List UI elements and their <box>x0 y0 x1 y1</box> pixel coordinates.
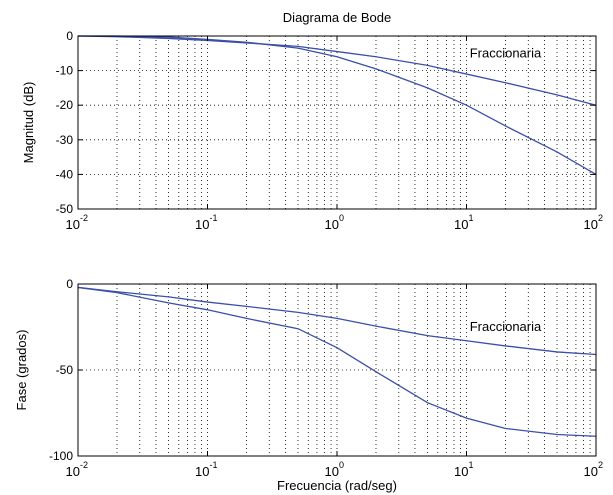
phase-annotation-fraccionaria: Fraccionaria <box>470 319 542 334</box>
phase-x-tick-label: 10 0 <box>325 460 344 479</box>
magnitude-x-tick-label: 10 2 <box>584 213 603 232</box>
magnitude-plot-area <box>78 36 596 209</box>
magnitude-annotation-fraccionaria: Fraccionaria <box>470 45 542 60</box>
phase-series-1-line <box>77 286 597 356</box>
phase-x-tick-base: 10 <box>584 464 598 479</box>
phase-x-tick-base: 10 <box>454 464 468 479</box>
magnitude-y-tick-label: -10 <box>56 64 74 78</box>
phase-y-tick-label: 0 <box>66 277 73 291</box>
magnitude-chart: 10 -2 10 -1 10 0 10 1 10 20-10-20-30-40-50Diagram… <box>21 10 603 232</box>
magnitude-x-tick-label: 10 1 <box>454 213 473 232</box>
magnitude-x-tick-exp: 0 <box>339 213 344 223</box>
phase-x-axis-label: Frecuencia (rad/seg) <box>277 478 397 493</box>
phase-x-tick-exp: 2 <box>598 460 603 470</box>
phase-x-tick-label: 10 -1 <box>195 460 217 479</box>
phase-x-tick-exp: -1 <box>210 460 218 470</box>
magnitude-x-tick-label: 10 -2 <box>66 213 88 232</box>
magnitude-x-tick-base: 10 <box>195 217 209 232</box>
magnitude-y-tick-label: 0 <box>66 29 73 43</box>
phase-x-tick-base: 10 <box>325 464 339 479</box>
magnitude-series-1-line <box>77 35 597 106</box>
magnitude-title: Diagrama de Bode <box>283 10 391 25</box>
magnitude-x-tick-exp: -2 <box>80 213 88 223</box>
phase-x-tick-label: 10 1 <box>454 460 473 479</box>
phase-x-tick-exp: -2 <box>80 460 88 470</box>
magnitude-y-tick-label: -50 <box>56 202 74 216</box>
phase-x-tick-label: 10 2 <box>584 460 603 479</box>
magnitude-x-tick-exp: 1 <box>469 213 474 223</box>
magnitude-series-2-line <box>78 35 597 175</box>
phase-x-tick-label: 10 -2 <box>66 460 88 479</box>
phase-y-axis-label: Fase (grados) <box>14 330 29 411</box>
magnitude-x-tick-label: 10 -1 <box>195 213 217 232</box>
phase-x-tick-exp: 1 <box>469 460 474 470</box>
magnitude-x-tick-base: 10 <box>584 217 598 232</box>
magnitude-x-tick-exp: 2 <box>598 213 603 223</box>
magnitude-x-tick-label: 10 0 <box>325 213 344 232</box>
phase-x-tick-base: 10 <box>66 464 80 479</box>
magnitude-y-tick-label: -20 <box>56 98 74 112</box>
magnitude-x-tick-base: 10 <box>325 217 339 232</box>
phase-series-2-line <box>77 286 597 437</box>
phase-y-tick-label: -100 <box>49 449 73 463</box>
magnitude-x-tick-exp: -1 <box>210 213 218 223</box>
phase-y-tick-label: -50 <box>56 363 74 377</box>
phase-x-tick-base: 10 <box>195 464 209 479</box>
magnitude-x-tick-base: 10 <box>66 217 80 232</box>
magnitude-y-tick-label: -30 <box>56 133 74 147</box>
magnitude-y-axis-label: Magnitud (dB) <box>21 82 36 164</box>
magnitude-grid <box>78 36 596 209</box>
magnitude-x-tick-base: 10 <box>454 217 468 232</box>
magnitude-y-tick-label: -40 <box>56 167 74 181</box>
phase-grid <box>78 284 596 456</box>
phase-x-tick-exp: 0 <box>339 460 344 470</box>
